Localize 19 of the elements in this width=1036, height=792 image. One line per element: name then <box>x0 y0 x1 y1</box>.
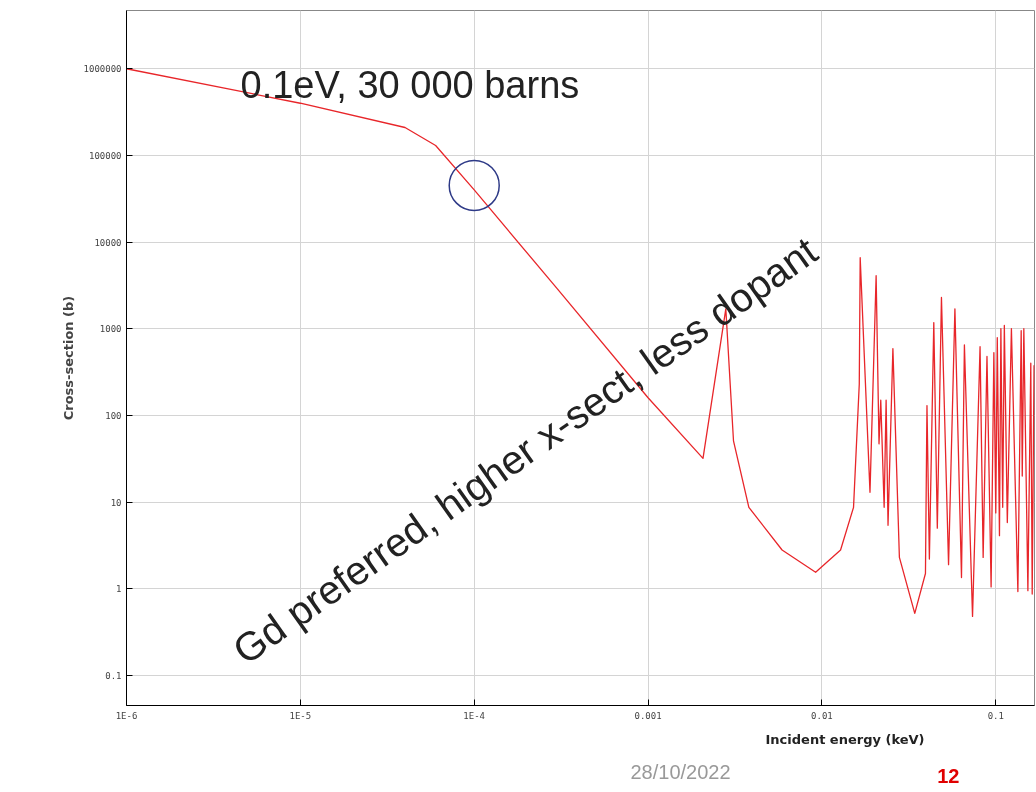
annotation: 0.1eV, 30 000 barns <box>240 63 580 106</box>
text: 28/10/2022 <box>630 760 731 783</box>
y-tick-label: 1000000 <box>83 64 122 75</box>
y-tick-label: 100000 <box>88 150 122 161</box>
y-tick-label: 10 <box>110 497 122 508</box>
x-tick-label: 1E-6 <box>115 710 138 721</box>
y-tick-label: 10000 <box>94 237 122 248</box>
y-axis-title: Cross-section (b) <box>60 295 76 421</box>
y-tick-label: 100 <box>105 410 122 421</box>
x-axis-title: Incident energy (keV) <box>765 731 925 747</box>
x-tick-label: 0.001 <box>634 710 662 721</box>
x-tick-label: 0.1 <box>987 710 1004 721</box>
x-tick-label: 1E-4 <box>463 710 486 721</box>
x-tick-label: 1E-5 <box>289 710 312 721</box>
text: 12 <box>937 764 960 787</box>
y-tick-label: 1 <box>116 584 122 595</box>
x-tick-label: 0.01 <box>811 710 833 721</box>
y-tick-label: 1000 <box>99 324 122 335</box>
y-tick-label: 0.1 <box>105 670 122 681</box>
